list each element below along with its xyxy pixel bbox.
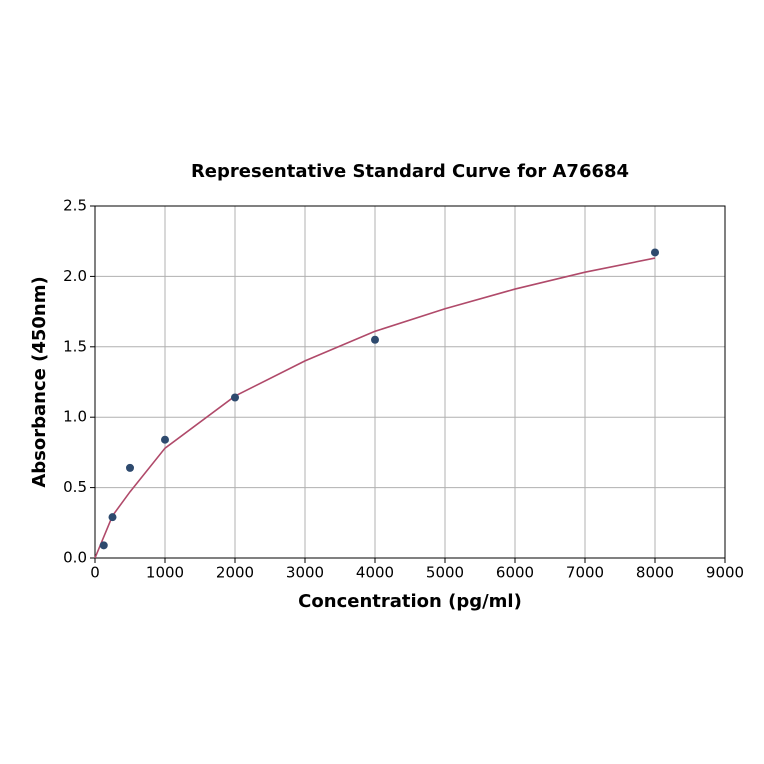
data-point <box>99 541 108 550</box>
data-point <box>108 513 117 522</box>
data-point <box>371 335 379 344</box>
x-tick-label: 1000 <box>146 564 184 582</box>
x-tick-label: 7000 <box>566 564 604 582</box>
data-point <box>126 463 134 472</box>
chart-title: Representative Standard Curve for A76684 <box>191 161 629 182</box>
plot-frame <box>94 205 726 559</box>
fit-curve <box>94 257 656 559</box>
y-tick-label: 2.0 <box>63 267 87 285</box>
x-tick-label: 6000 <box>496 564 534 582</box>
x-tick-label: 4000 <box>356 564 394 582</box>
y-tick-label: 0.0 <box>63 549 87 567</box>
data-point <box>231 393 239 402</box>
x-tick-label: 8000 <box>636 564 674 582</box>
x-tick-label: 2000 <box>216 564 254 582</box>
data-point <box>161 435 169 444</box>
y-tick-label: 2.5 <box>63 197 87 215</box>
y-tick-label: 0.5 <box>63 478 87 496</box>
x-axis-label: Concentration (pg/ml) <box>298 591 522 612</box>
x-tick-label: 0 <box>90 564 100 582</box>
data-point <box>651 248 659 257</box>
x-tick-label: 9000 <box>706 564 744 582</box>
y-tick-label: 1.0 <box>63 408 87 426</box>
x-tick-label: 5000 <box>426 564 464 582</box>
y-axis-label: Absorbance (450nm) <box>29 276 50 487</box>
y-tick-label: 1.5 <box>63 337 87 355</box>
x-tick-label: 3000 <box>286 564 324 582</box>
